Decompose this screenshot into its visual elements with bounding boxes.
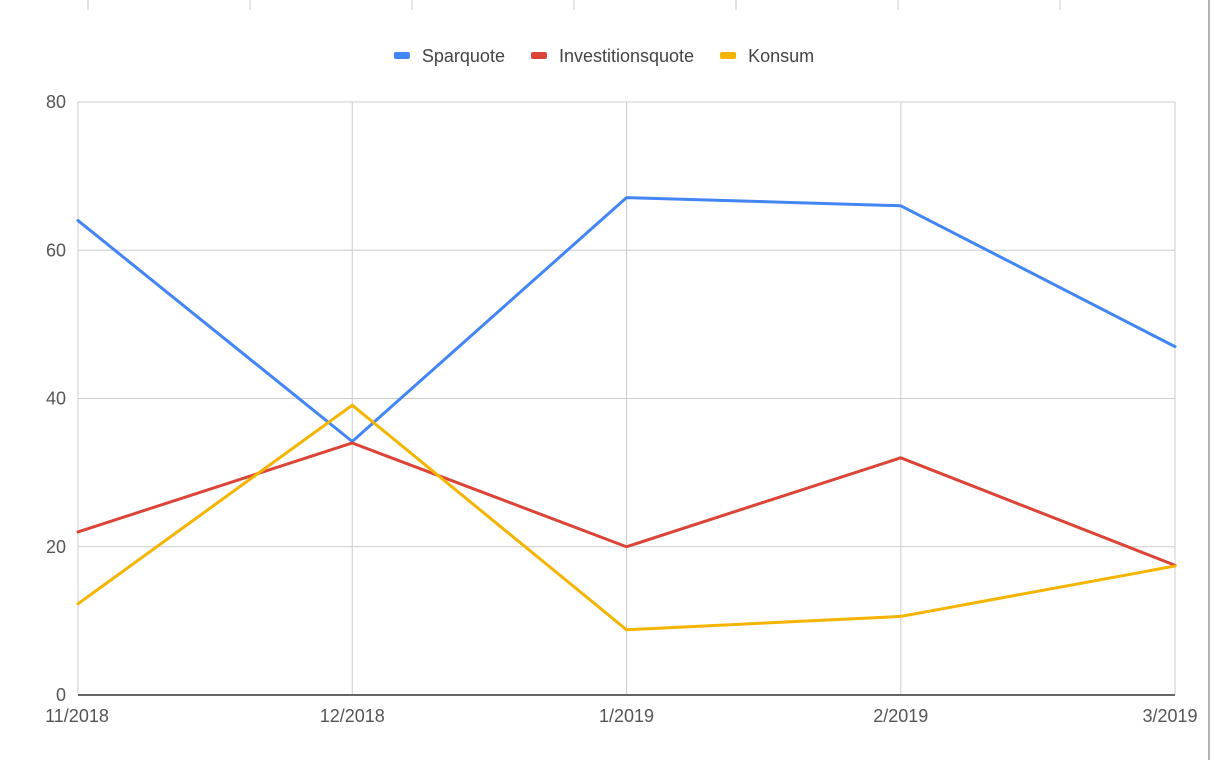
x-tick-label: 3/2019 bbox=[1142, 706, 1197, 726]
legend: Sparquote Investitionsquote Konsum bbox=[393, 46, 814, 66]
x-tick-label: 2/2019 bbox=[873, 706, 928, 726]
x-axis: 11/2018 12/2018 1/2019 2/2019 3/2019 bbox=[45, 694, 1198, 726]
series-line-sparquote bbox=[76, 196, 1177, 443]
legend-swatch bbox=[720, 52, 737, 59]
legend-item: Sparquote bbox=[393, 46, 505, 66]
x-tick-label: 11/2018 bbox=[45, 706, 109, 726]
legend-label: Sparquote bbox=[422, 46, 505, 66]
series-lines bbox=[76, 196, 1177, 632]
x-tick-label: 1/2019 bbox=[599, 706, 654, 726]
y-tick-label: 0 bbox=[56, 685, 66, 705]
legend-swatch bbox=[530, 52, 547, 59]
x-tick-label: 12/2018 bbox=[320, 706, 385, 726]
legend-item: Konsum bbox=[720, 46, 814, 66]
legend-label: Investitionsquote bbox=[559, 46, 694, 66]
gridlines bbox=[77, 101, 1176, 695]
series-line-konsum bbox=[76, 403, 1177, 632]
legend-item: Investitionsquote bbox=[530, 46, 694, 66]
top-border-ticks bbox=[87, 0, 1061, 10]
legend-swatch bbox=[393, 52, 410, 59]
y-axis: 0 20 40 60 80 bbox=[46, 92, 66, 705]
legend-label: Konsum bbox=[748, 46, 814, 66]
y-tick-label: 80 bbox=[46, 92, 66, 112]
y-tick-label: 60 bbox=[46, 240, 66, 260]
y-tick-label: 20 bbox=[46, 537, 66, 557]
y-tick-label: 40 bbox=[46, 389, 66, 409]
